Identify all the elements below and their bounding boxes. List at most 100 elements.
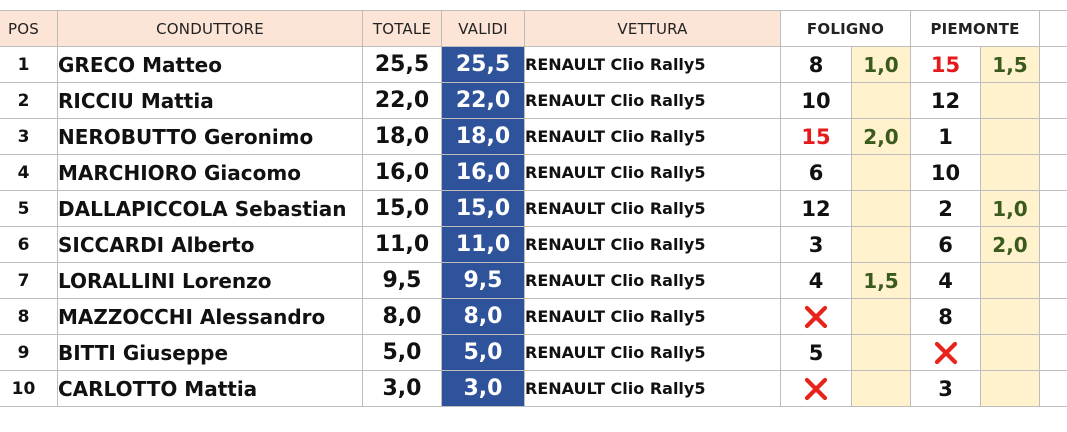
driver-name: CARLOTTO Mattia (57, 370, 363, 407)
standings-table: POS CONDUTTORE TOTALE VALIDI VETTURA FOL… (0, 10, 1067, 407)
foligno-place (780, 370, 852, 407)
piemonte-bonus (979, 82, 1041, 119)
valid-points: 15,0 (441, 190, 525, 227)
foligno-place: 10 (780, 82, 852, 119)
foligno-bonus: 2,0 (851, 118, 911, 155)
foligno-bonus (851, 226, 911, 263)
red-x-icon (934, 341, 957, 365)
table-row: 3 NEROBUTTO Geronimo 18,0 18,0 RENAULT Clio … (0, 118, 1067, 155)
total-points: 9,5 (362, 262, 442, 299)
car-model: RENAULT Clio Rally5 (524, 226, 781, 263)
edge-cell (1039, 190, 1067, 227)
total-points: 16,0 (362, 154, 442, 191)
driver-name: SICCARDI Alberto (57, 226, 363, 263)
foligno-place: 3 (780, 226, 852, 263)
driver-name: NEROBUTTO Geronimo (57, 118, 363, 155)
header-edge-cell (1039, 10, 1067, 47)
pos-cell: 3 (0, 118, 58, 155)
valid-points: 11,0 (441, 226, 525, 263)
pos-cell: 9 (0, 334, 58, 371)
total-points: 15,0 (362, 190, 442, 227)
table-row: 9 BITTI Giuseppe 5,0 5,0 RENAULT Clio Rally5… (0, 334, 1067, 371)
car-model: RENAULT Clio Rally5 (524, 370, 781, 407)
valid-points: 18,0 (441, 118, 525, 155)
standings-body: 1 GRECO Matteo 25,5 25,5 RENAULT Clio Rally5… (0, 46, 1067, 407)
car-model: RENAULT Clio Rally5 (524, 46, 781, 83)
edge-cell (1039, 82, 1067, 119)
driver-name: BITTI Giuseppe (57, 334, 363, 371)
total-points: 11,0 (362, 226, 442, 263)
foligno-bonus: 1,5 (851, 262, 911, 299)
pos-cell: 2 (0, 82, 58, 119)
foligno-place: 6 (780, 154, 852, 191)
valid-points: 25,5 (441, 46, 525, 83)
pos-cell: 8 (0, 298, 58, 335)
foligno-place: 5 (780, 334, 852, 371)
piemonte-bonus (979, 118, 1041, 155)
total-points: 25,5 (362, 46, 442, 83)
header-driver: CONDUTTORE (57, 10, 363, 47)
car-model: RENAULT Clio Rally5 (524, 82, 781, 119)
driver-name: GRECO Matteo (57, 46, 363, 83)
edge-cell (1039, 226, 1067, 263)
foligno-bonus: 1,0 (851, 46, 911, 83)
piemonte-bonus (979, 262, 1041, 299)
total-points: 22,0 (362, 82, 442, 119)
valid-points: 9,5 (441, 262, 525, 299)
piemonte-bonus: 2,0 (979, 226, 1041, 263)
piemonte-place (910, 334, 981, 371)
driver-name: LORALLINI Lorenzo (57, 262, 363, 299)
foligno-place: 15 (780, 118, 852, 155)
piemonte-place: 12 (910, 82, 981, 119)
piemonte-place: 15 (910, 46, 981, 83)
header-valid: VALIDI (441, 10, 525, 47)
valid-points: 16,0 (441, 154, 525, 191)
foligno-bonus (851, 334, 911, 371)
edge-cell (1039, 46, 1067, 83)
pos-cell: 5 (0, 190, 58, 227)
pos-cell: 7 (0, 262, 58, 299)
pos-cell: 6 (0, 226, 58, 263)
header-row: POS CONDUTTORE TOTALE VALIDI VETTURA FOL… (0, 10, 1067, 47)
total-points: 3,0 (362, 370, 442, 407)
car-model: RENAULT Clio Rally5 (524, 262, 781, 299)
driver-name: MARCHIORO Giacomo (57, 154, 363, 191)
edge-cell (1039, 334, 1067, 371)
car-model: RENAULT Clio Rally5 (524, 190, 781, 227)
header-car: VETTURA (524, 10, 781, 47)
driver-name: RICCIU Mattia (57, 82, 363, 119)
total-points: 18,0 (362, 118, 442, 155)
car-model: RENAULT Clio Rally5 (524, 154, 781, 191)
table-row: 10 CARLOTTO Mattia 3,0 3,0 RENAULT Clio Rall… (0, 370, 1067, 407)
foligno-bonus (851, 154, 911, 191)
piemonte-place: 3 (910, 370, 981, 407)
piemonte-bonus (979, 298, 1041, 335)
header-total: TOTALE (362, 10, 442, 47)
piemonte-place: 2 (910, 190, 981, 227)
valid-points: 8,0 (441, 298, 525, 335)
edge-cell (1039, 154, 1067, 191)
foligno-place: 12 (780, 190, 852, 227)
total-points: 5,0 (362, 334, 442, 371)
foligno-place: 4 (780, 262, 852, 299)
car-model: RENAULT Clio Rally5 (524, 334, 781, 371)
header-pos: POS (0, 10, 58, 47)
table-row: 8 MAZZOCCHI Alessandro 8,0 8,0 RENAULT Clio … (0, 298, 1067, 335)
valid-points: 5,0 (441, 334, 525, 371)
table-row: 2 RICCIU Mattia 22,0 22,0 RENAULT Clio Rally… (0, 82, 1067, 119)
table-row: 4 MARCHIORO Giacomo 16,0 16,0 RENAULT Clio R… (0, 154, 1067, 191)
foligno-bonus (851, 370, 911, 407)
header-stage-piemonte: PIEMONTE (909, 10, 1041, 47)
piemonte-bonus (979, 334, 1041, 371)
piemonte-place: 6 (910, 226, 981, 263)
foligno-bonus (851, 190, 911, 227)
header-stage-foligno: FOLIGNO (780, 10, 911, 47)
pos-cell: 1 (0, 46, 58, 83)
red-x-icon (804, 305, 828, 329)
piemonte-place: 4 (910, 262, 981, 299)
total-points: 8,0 (362, 298, 442, 335)
edge-cell (1039, 370, 1067, 407)
piemonte-bonus (979, 370, 1041, 407)
red-x-icon (804, 377, 828, 401)
table-row: 6 SICCARDI Alberto 11,0 11,0 RENAULT Clio Ra… (0, 226, 1067, 263)
